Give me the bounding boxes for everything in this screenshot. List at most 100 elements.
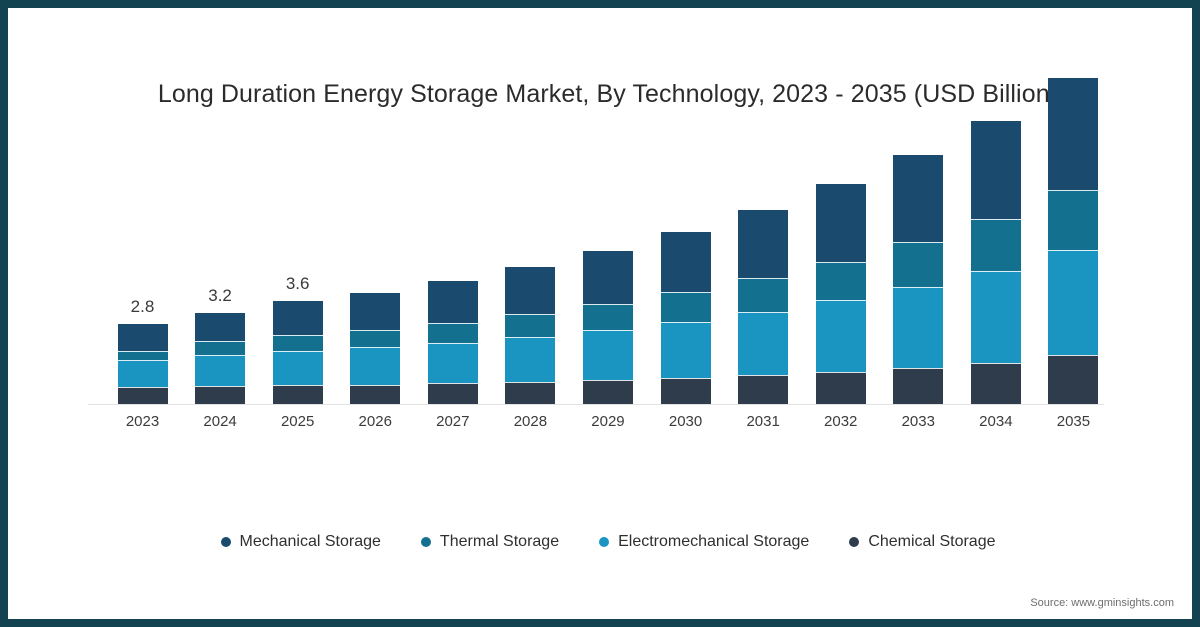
- bar-segment[interactable]: [350, 384, 401, 404]
- bar-segment[interactable]: [117, 386, 168, 404]
- bar-segment[interactable]: [815, 371, 866, 404]
- bar-segment[interactable]: [1048, 355, 1099, 404]
- bar-segment[interactable]: [505, 313, 556, 337]
- x-axis-tick-label: 2029: [591, 413, 625, 430]
- bar-column: [880, 118, 957, 404]
- bar-segment[interactable]: [815, 261, 866, 301]
- bar-segment[interactable]: [195, 341, 246, 355]
- x-axis-tick-label: 2024: [203, 413, 237, 430]
- bar-segment[interactable]: [427, 342, 478, 384]
- bar-segment[interactable]: [195, 312, 246, 342]
- bar-column: [802, 118, 879, 404]
- bar-column: 2.8: [104, 118, 181, 404]
- bar-value-label: 3.6: [285, 274, 310, 294]
- legend-item-label: Mechanical Storage: [239, 533, 381, 550]
- bar-segment[interactable]: [195, 386, 246, 404]
- stacked-bar[interactable]: 3.2: [195, 286, 246, 404]
- bar-segment[interactable]: [272, 350, 323, 386]
- legend-item[interactable]: Chemical Storage: [849, 533, 995, 551]
- legend-item-label: Electromechanical Storage: [618, 533, 810, 550]
- bar-segment[interactable]: [427, 322, 478, 343]
- x-axis-tick-label: 2031: [746, 413, 780, 430]
- bar-segment[interactable]: [815, 300, 866, 372]
- bar-segment[interactable]: [272, 301, 323, 335]
- chart-title: Long Duration Energy Storage Market, By …: [157, 80, 1059, 108]
- bar-segment[interactable]: [660, 377, 711, 404]
- bar-value-label: 2.8: [130, 296, 155, 316]
- stacked-bar[interactable]: [1048, 78, 1099, 404]
- x-axis-tick-label: 2027: [436, 413, 470, 430]
- bar-column: [414, 118, 491, 404]
- bar-segment[interactable]: [272, 334, 323, 351]
- bar-segment[interactable]: [738, 374, 789, 404]
- bar-segment[interactable]: [1048, 249, 1099, 356]
- bar-segment[interactable]: [738, 209, 789, 279]
- bar-segment[interactable]: [660, 232, 711, 293]
- bar-segment[interactable]: [427, 383, 478, 404]
- bar-segment[interactable]: [738, 278, 789, 312]
- bar-segment[interactable]: [582, 251, 633, 305]
- bar-segment[interactable]: [970, 120, 1021, 220]
- bar-column: [569, 118, 646, 404]
- bar-segment[interactable]: [195, 354, 246, 387]
- bar-segment[interactable]: [350, 347, 401, 385]
- bar-segment[interactable]: [970, 219, 1021, 272]
- bar-segment[interactable]: [272, 385, 323, 404]
- stacked-bar[interactable]: 3.6: [272, 274, 323, 404]
- bar-segment[interactable]: [117, 323, 168, 352]
- x-axis-tick-label: 2025: [280, 413, 315, 430]
- stacked-bar[interactable]: [660, 232, 711, 404]
- bar-segment[interactable]: [117, 351, 168, 360]
- stacked-bar[interactable]: [427, 281, 478, 404]
- bar-segment[interactable]: [738, 311, 789, 375]
- bar-segment[interactable]: [815, 183, 866, 262]
- bar-column: [337, 118, 414, 404]
- bar-segment[interactable]: [893, 155, 944, 243]
- bar-segment[interactable]: [350, 292, 401, 330]
- x-axis-tick-label: 2034: [979, 413, 1013, 430]
- bar-column: 3.6: [259, 118, 336, 404]
- legend-item-label: Chemical Storage: [868, 533, 996, 550]
- bar-segment[interactable]: [582, 379, 633, 404]
- bar-segment[interactable]: [117, 359, 168, 387]
- stacked-bar[interactable]: [815, 183, 866, 404]
- bar-segment[interactable]: [660, 292, 711, 322]
- bar-segment[interactable]: [582, 329, 633, 380]
- stacked-bar[interactable]: [582, 251, 633, 404]
- bar-segment[interactable]: [1048, 78, 1099, 190]
- stacked-bar[interactable]: [350, 292, 401, 404]
- bar-segment[interactable]: [970, 271, 1021, 363]
- bar-segment[interactable]: [970, 362, 1021, 404]
- chart-legend: Mechanical Storage Thermal Storage Electro…: [8, 533, 1192, 551]
- bar-column: [725, 118, 802, 404]
- x-axis-tick-label: 2033: [901, 413, 935, 430]
- source-attribution: Source: www.gminsights.com: [1030, 597, 1174, 609]
- bar-segment[interactable]: [505, 381, 556, 404]
- bar-segment[interactable]: [505, 336, 556, 382]
- stacked-bar[interactable]: [505, 266, 556, 404]
- bar-segment[interactable]: [893, 287, 944, 368]
- stacked-bar[interactable]: [738, 209, 789, 404]
- bar-segment[interactable]: [660, 321, 711, 378]
- legend-item[interactable]: Thermal Storage: [420, 533, 559, 551]
- stacked-bar[interactable]: [893, 155, 944, 404]
- dot-icon: [420, 537, 431, 547]
- bar-segment[interactable]: [1048, 189, 1099, 250]
- bar-segment[interactable]: [427, 281, 478, 323]
- bar-segment[interactable]: [893, 367, 944, 404]
- bar-segment[interactable]: [582, 304, 633, 330]
- legend-item[interactable]: Mechanical Storage: [220, 533, 381, 551]
- bar-segment[interactable]: [350, 329, 401, 348]
- x-axis-tick-label: 2023: [125, 413, 160, 430]
- dot-icon: [599, 537, 610, 547]
- legend-item[interactable]: Electromechanical Storage: [599, 533, 809, 551]
- bar-segment[interactable]: [893, 242, 944, 288]
- bar-column: [492, 118, 569, 404]
- stacked-bar[interactable]: 2.8: [117, 297, 168, 404]
- bar-segment[interactable]: [505, 266, 556, 314]
- bar-series-group: 2.8 3.2 3.6: [104, 78, 1112, 404]
- x-axis-tick-label: 2032: [824, 413, 858, 430]
- stacked-bar[interactable]: [970, 120, 1021, 404]
- x-axis-tick-label: 2026: [358, 413, 392, 430]
